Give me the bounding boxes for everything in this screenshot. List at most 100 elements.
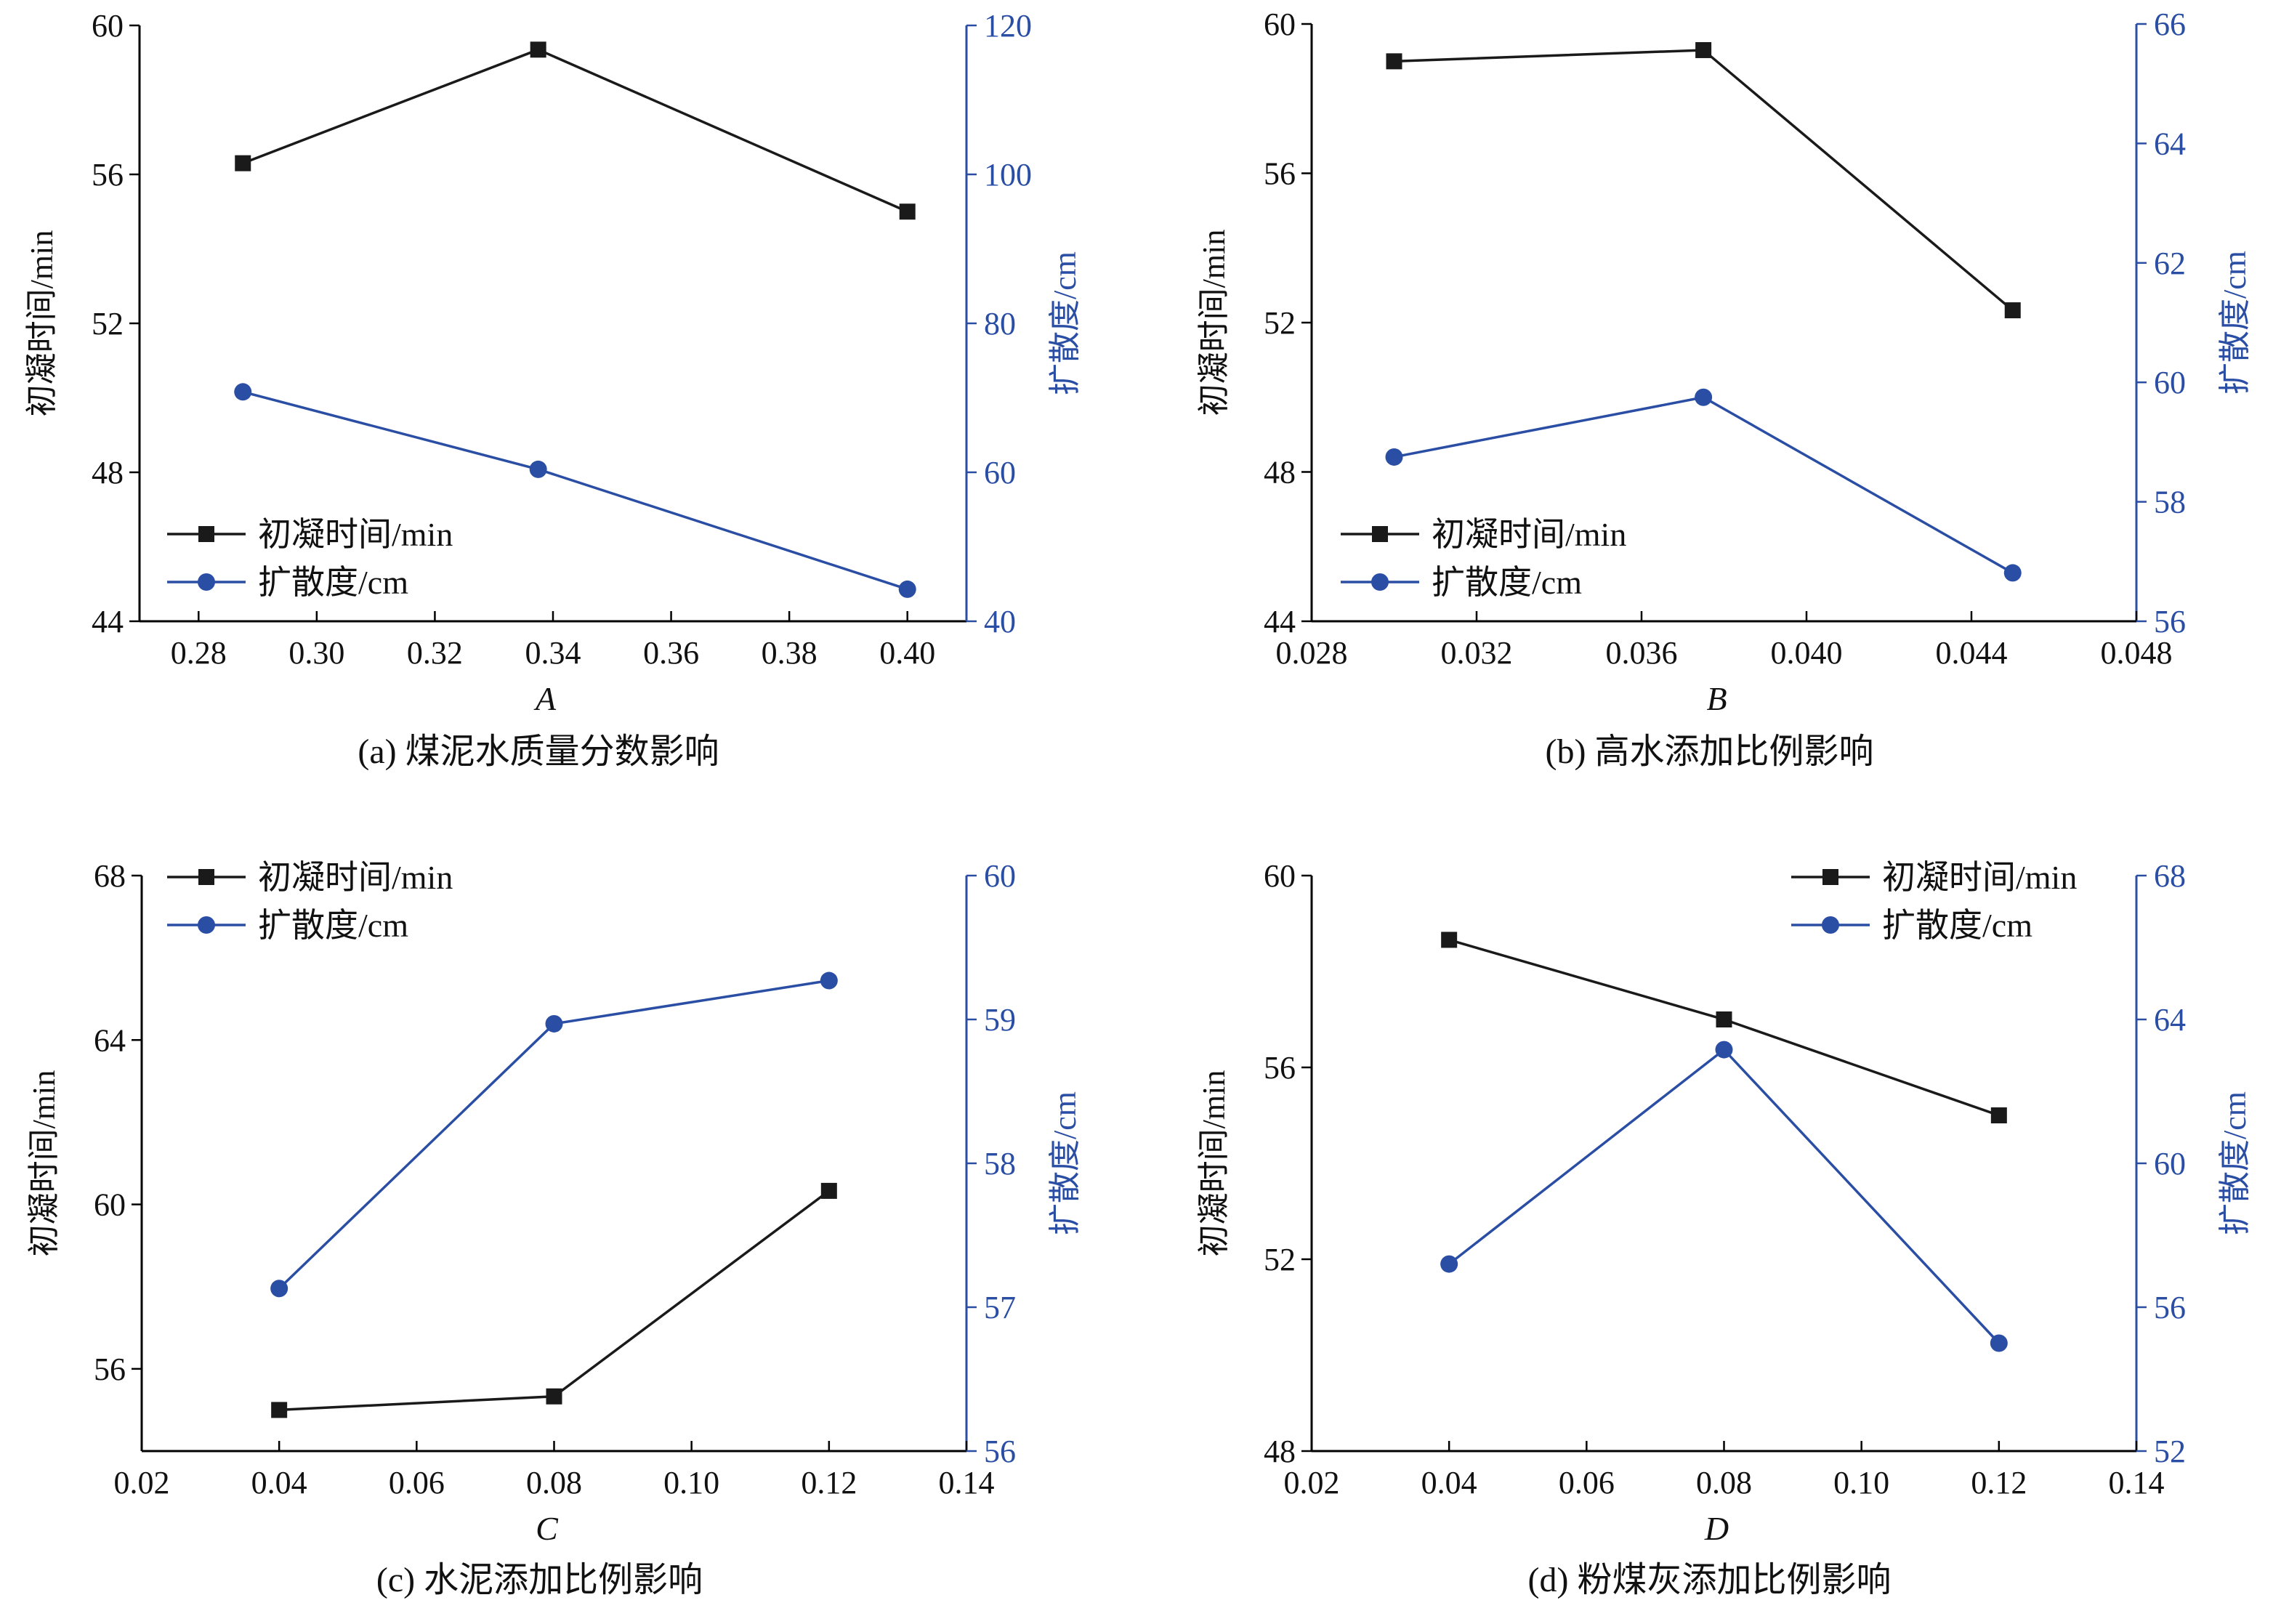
right-y-tick-label: 60 (2154, 1146, 2186, 1181)
left-y-tick-label: 56 (1264, 156, 1296, 192)
right-y-tick-label: 52 (2154, 1434, 2186, 1469)
left-y-tick-label: 56 (92, 157, 124, 193)
left-y-tick-label: 48 (1264, 1434, 1296, 1469)
series-line-spread (242, 390, 908, 591)
x-tick-label: 0.044 (1936, 635, 2008, 671)
legend-marker-circle (198, 916, 215, 934)
x-tick-label: 0.040 (1771, 635, 1843, 671)
x-tick-label: 0.28 (171, 635, 227, 671)
data-point-spread (1695, 388, 1713, 406)
right-y-tick-label: 68 (2154, 858, 2186, 894)
right-y-tick-label: 100 (984, 157, 1032, 193)
x-tick-label: 0.14 (2109, 1465, 2165, 1500)
legend-marker-circle (1371, 573, 1389, 591)
x-axis-title: D (1704, 1510, 1729, 1547)
x-tick-label: 0.36 (643, 635, 699, 671)
series-line-spread (1448, 1048, 2001, 1344)
series-line-setting-time (279, 1189, 830, 1412)
right-y-tick-label: 56 (2154, 604, 2186, 639)
legend-marker-circle (198, 573, 215, 591)
right-y-axis-title: 扩散度/cm (1047, 1091, 1083, 1235)
chart-panel-c: 0.02 0.04 0.06 0.08 0.10 0.12 0.14566064685657… (26, 858, 1083, 1599)
left-y-axis-title: 初凝时间/min (26, 1070, 62, 1257)
legend-label: 初凝时间/min (1432, 516, 1626, 553)
x-tick-label: 0.06 (1559, 1465, 1615, 1500)
data-point-spread (270, 1280, 288, 1298)
x-tick-label: 0.032 (1441, 635, 1513, 671)
data-point-setting-time (546, 1388, 562, 1405)
data-point-setting-time (1695, 41, 1712, 58)
data-point-spread (1440, 1255, 1458, 1273)
legend-marker-square (1822, 869, 1838, 885)
right-y-tick-label: 58 (2154, 485, 2186, 520)
panel-caption: (a) 煤泥水质量分数影响 (358, 732, 719, 771)
x-tick-label: 0.14 (939, 1465, 995, 1500)
left-y-tick-label: 52 (1264, 1242, 1296, 1277)
legend-label: 初凝时间/min (258, 516, 453, 553)
data-point-setting-time (1386, 53, 1402, 70)
x-tick-label: 0.08 (1696, 1465, 1752, 1500)
right-y-tick-label: 59 (984, 1002, 1016, 1038)
right-y-tick-label: 120 (984, 8, 1032, 44)
left-y-tick-label: 52 (92, 306, 124, 342)
legend-label: 扩散度/cm (1882, 907, 2032, 944)
panel-caption: (b) 高水添加比例影响 (1546, 732, 1874, 771)
x-tick-label: 0.40 (879, 635, 935, 671)
left-y-axis-title: 初凝时间/min (1196, 230, 1232, 416)
left-y-axis-title: 初凝时间/min (24, 230, 60, 417)
x-tick-label: 0.32 (407, 635, 463, 671)
data-point-spread (234, 383, 252, 401)
x-tick-label: 0.38 (762, 635, 818, 671)
data-point-setting-time (530, 41, 546, 58)
left-y-tick-label: 48 (92, 455, 124, 490)
series-line-setting-time (242, 48, 908, 213)
legend-marker-square (198, 526, 214, 542)
right-y-tick-label: 56 (984, 1434, 1016, 1469)
chart-panel-d: 0.02 0.04 0.06 0.08 0.10 0.12 0.14 48 52 56 60 52 56… (1196, 858, 2253, 1599)
right-y-tick-label: 64 (2154, 126, 2186, 161)
left-y-tick-label: 48 (1264, 455, 1296, 490)
right-y-tick-label: 56 (2154, 1290, 2186, 1325)
right-y-tick-label: 66 (2154, 7, 2186, 42)
left-y-tick-label: 68 (94, 858, 126, 894)
right-y-axis-title: 扩散度/cm (1047, 251, 1083, 395)
x-tick-label: 0.06 (389, 1465, 445, 1500)
legend-label: 扩散度/cm (258, 907, 408, 944)
x-tick-label: 0.028 (1276, 635, 1348, 671)
legend-marker-square (198, 869, 214, 885)
chart-panel-a: 0.28 0.30 0.32 0.34 0.36 0.38 0.40 44 48 52 56 60 40… (24, 8, 1083, 771)
legend-marker-square (1372, 526, 1388, 542)
left-y-tick-label: 60 (94, 1187, 126, 1223)
x-tick-label: 0.12 (1971, 1465, 2027, 1500)
legend-label: 扩散度/cm (1432, 564, 1582, 601)
left-y-tick-label: 64 (94, 1022, 126, 1058)
x-tick-label: 0.02 (114, 1465, 170, 1500)
x-tick-label: 0.02 (1284, 1465, 1340, 1500)
x-tick-label: 0.10 (1833, 1465, 1889, 1500)
left-y-tick-label: 56 (94, 1352, 126, 1387)
data-point-spread (898, 580, 916, 598)
data-point-spread (1990, 1334, 2008, 1352)
data-point-setting-time (820, 1182, 837, 1199)
panel-caption: (c) 水泥添加比例影响 (376, 1561, 703, 1599)
data-point-spread (545, 1014, 563, 1033)
left-y-axis-title: 初凝时间/min (1196, 1070, 1232, 1257)
right-y-axis-title: 扩散度/cm (2217, 251, 2253, 395)
left-y-tick-label: 60 (92, 8, 124, 44)
right-y-tick-label: 62 (2154, 246, 2186, 281)
right-y-tick-label: 64 (2154, 1002, 2186, 1038)
panel-caption: (d) 粉煤灰添加比例影响 (1528, 1561, 1892, 1599)
left-y-tick-label: 44 (92, 604, 124, 639)
left-y-tick-label: 56 (1264, 1050, 1296, 1086)
right-y-tick-label: 60 (2154, 365, 2186, 400)
data-point-spread (2003, 564, 2022, 582)
x-tick-label: 0.04 (1421, 1465, 1477, 1500)
legend-label: 扩散度/cm (258, 564, 408, 601)
data-point-spread (820, 971, 838, 990)
data-point-spread (529, 460, 547, 478)
x-tick-label: 0.08 (526, 1465, 582, 1500)
data-point-setting-time (271, 1402, 288, 1418)
x-tick-label: 0.04 (251, 1465, 307, 1500)
right-y-axis-title: 扩散度/cm (2217, 1091, 2253, 1235)
